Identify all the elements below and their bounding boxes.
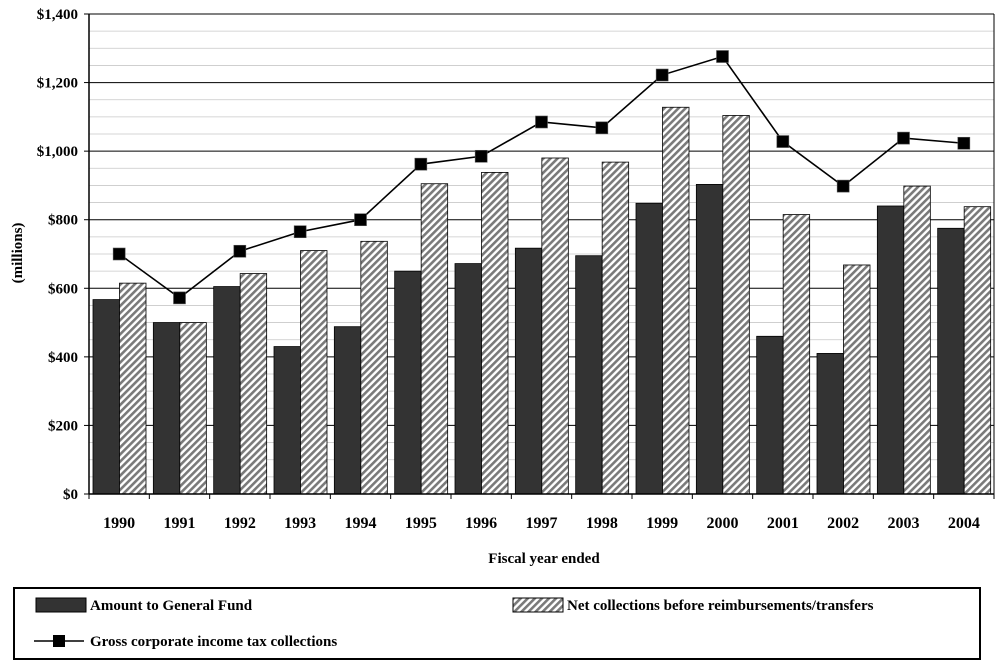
y-axis-title: (millions) [10,223,26,284]
gross-collections-marker-core-1995 [417,161,424,168]
y-tick-label: $1,400 [37,7,78,23]
x-tick-label-1999: 1999 [646,515,678,532]
x-tick-label-2003: 2003 [888,515,920,532]
x-tick-label-2001: 2001 [767,515,799,532]
gross-collections-marker-core-2004 [960,140,967,147]
bar-general-fund-2001 [756,335,784,495]
line-series [112,50,971,305]
bar-net-collections-2001 [782,214,811,495]
bar-net-collections-1996 [481,171,509,495]
x-tick-labels: 1990 1991 1992 1993 1994 1995 1996 1997 1998 1999… [103,515,980,532]
gross-collections-marker-core-2002 [840,183,847,190]
bar-net-collections-1994 [360,240,388,495]
bar-net-collections-1990 [119,282,147,495]
gross-collections-marker-core-1994 [357,216,364,223]
gross-collections-marker-core-1999 [659,72,666,79]
y-tick-label: $600 [48,281,78,297]
gross-collections-marker-core-1992 [236,248,243,255]
x-tick-label-1994: 1994 [345,515,377,532]
bar-net-collections-2000 [722,115,750,495]
legend-swatch-marker [53,635,65,647]
bar-general-fund-1999 [635,202,663,495]
bar-net-collections-1995 [420,183,449,495]
bar-general-fund-1996 [454,263,482,495]
y-tick-label: $800 [48,213,78,229]
bar-net-collections-1991 [179,322,207,495]
bar-general-fund-2002 [816,353,844,495]
x-tick-label-1995: 1995 [405,515,437,532]
bar-general-fund-1995 [394,270,422,495]
bar-net-collections-2002 [843,264,871,495]
legend-label-gross-collections: Gross corporate income tax collections [90,634,337,650]
bar-general-fund-2000 [695,183,724,495]
bar-net-collections-1997 [541,157,569,495]
gross-collections-marker-core-2003 [900,135,907,142]
bar-general-fund-1994 [333,326,362,495]
x-tick-label-2000: 2000 [707,515,739,532]
legend-swatch-general-fund [35,597,87,613]
x-tick-label-1993: 1993 [284,515,316,532]
x-tick-label-1996: 1996 [465,515,497,532]
bar-general-fund-1990 [92,299,120,495]
bars [92,106,992,495]
gross-collections-marker-core-1991 [176,294,183,301]
bar-net-collections-1992 [239,273,268,495]
y-tick-label: $400 [48,350,78,366]
bar-net-collections-1993 [300,250,328,495]
x-tick-label-1991: 1991 [164,515,196,532]
bar-general-fund-2004 [937,227,965,495]
gross-collections-marker-core-2001 [779,138,786,145]
gross-collections-marker-core-1997 [538,119,545,125]
x-tick-label-2004: 2004 [948,515,980,532]
gross-collections-marker-core-1996 [478,153,485,160]
y-tick-label: $0 [63,487,78,503]
x-tick-label-1997: 1997 [526,515,558,532]
bar-net-collections-1998 [601,161,630,495]
axes [84,13,995,499]
x-tick-label-1998: 1998 [586,515,618,532]
bar-net-collections-1999 [662,106,690,495]
x-tick-label-2002: 2002 [827,515,859,532]
x-tick-label-1992: 1992 [224,515,256,532]
bar-general-fund-2003 [876,205,905,495]
x-axis-title: Fiscal year ended [488,551,600,567]
bar-general-fund-1992 [213,286,241,495]
gross-collections-marker-core-2000 [719,53,726,60]
y-tick-labels: $0 $200 $400 $600 $800 $1,000 $1,200 $1,400 [37,7,78,503]
bar-net-collections-2003 [903,185,931,495]
bar-general-fund-1997 [514,247,543,495]
gross-collections-marker-core-1990 [116,251,123,257]
bar-net-collections-2004 [963,206,992,495]
legend-label-net-collections: Net collections before reimbursements/tr… [567,598,874,614]
bar-general-fund-1991 [152,322,181,495]
gross-collections-marker-core-1993 [297,228,304,235]
legend: Amount to General Fund Net collections b… [13,587,981,660]
bar-general-fund-1998 [575,255,603,495]
legend-label-general-fund: Amount to General Fund [90,598,253,614]
gross-collections-marker-core-1998 [598,124,605,131]
bar-general-fund-1993 [273,346,301,495]
y-tick-label: $200 [48,418,78,434]
legend-swatch-net-collections [512,597,564,613]
legend-frame [13,587,981,660]
x-tick-label-1990: 1990 [103,515,135,532]
y-tick-label: $1,000 [37,144,78,160]
y-tick-label: $1,200 [37,76,78,92]
